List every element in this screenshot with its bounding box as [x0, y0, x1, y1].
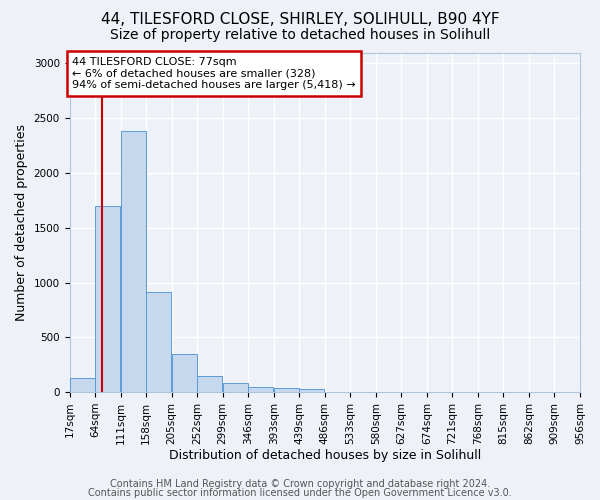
Text: Contains public sector information licensed under the Open Government Licence v3: Contains public sector information licen…: [88, 488, 512, 498]
Text: Size of property relative to detached houses in Solihull: Size of property relative to detached ho…: [110, 28, 490, 42]
Text: Contains HM Land Registry data © Crown copyright and database right 2024.: Contains HM Land Registry data © Crown c…: [110, 479, 490, 489]
Text: 44 TILESFORD CLOSE: 77sqm
← 6% of detached houses are smaller (328)
94% of semi-: 44 TILESFORD CLOSE: 77sqm ← 6% of detach…: [72, 57, 356, 90]
Bar: [121, 132, 146, 392]
Bar: [274, 388, 299, 392]
Y-axis label: Number of detached properties: Number of detached properties: [15, 124, 28, 321]
Bar: [197, 376, 222, 392]
Bar: [95, 206, 120, 392]
Bar: [248, 386, 273, 392]
X-axis label: Distribution of detached houses by size in Solihull: Distribution of detached houses by size …: [169, 450, 481, 462]
Bar: [70, 378, 95, 392]
Text: 44, TILESFORD CLOSE, SHIRLEY, SOLIHULL, B90 4YF: 44, TILESFORD CLOSE, SHIRLEY, SOLIHULL, …: [101, 12, 499, 28]
Bar: [172, 354, 197, 392]
Bar: [146, 292, 171, 392]
Bar: [223, 384, 248, 392]
Bar: [299, 390, 325, 392]
